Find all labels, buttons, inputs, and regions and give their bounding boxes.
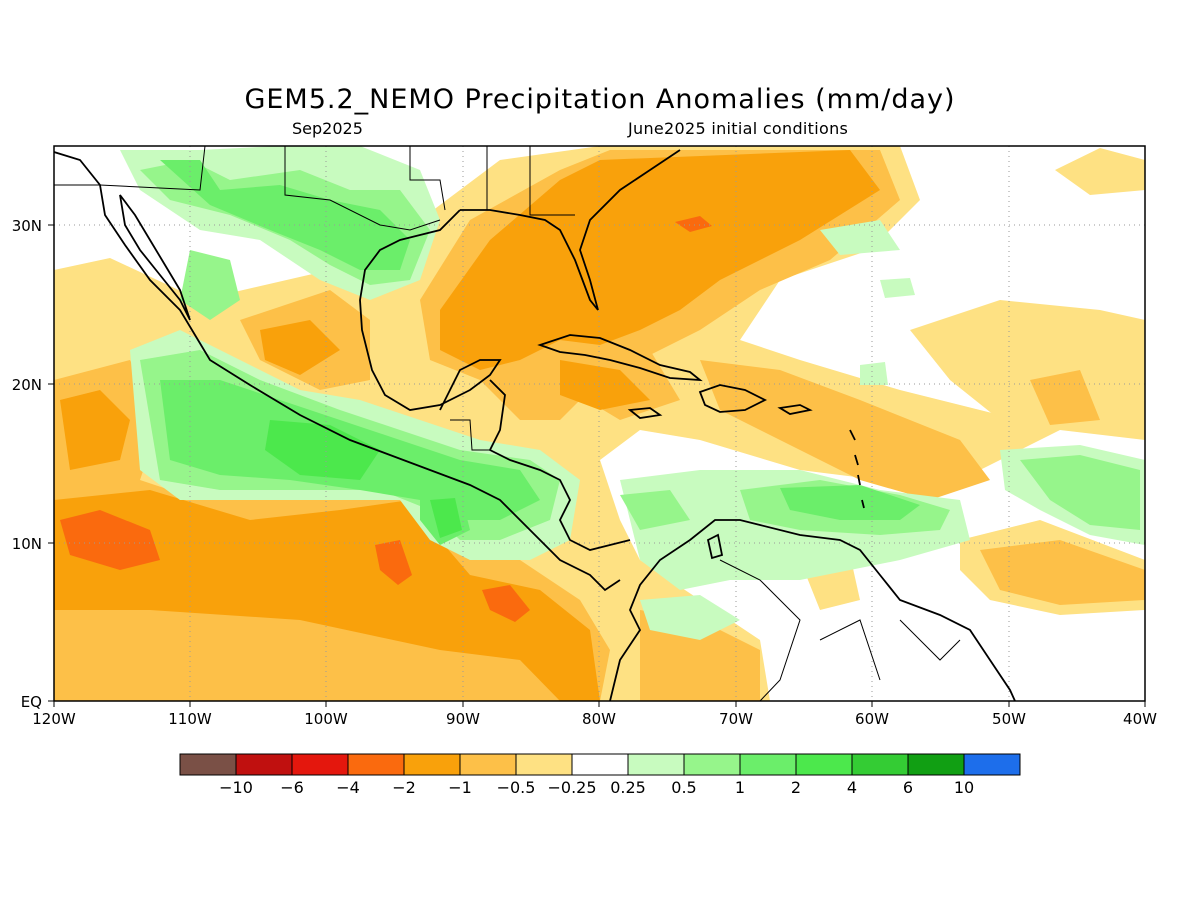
anomaly-region — [880, 278, 915, 298]
grid-lines — [54, 146, 1145, 701]
colorbar-swatch — [179, 753, 237, 776]
y-tick-label: 30N — [12, 217, 42, 235]
anomaly-region — [860, 362, 888, 385]
colorbar-swatch — [795, 753, 853, 776]
colorbar-swatch — [739, 753, 797, 776]
anomaly-region — [482, 585, 530, 622]
tick-marks — [48, 224, 1146, 707]
colorbar-label: −0.25 — [547, 778, 596, 797]
colorbar-label: −1 — [448, 778, 472, 797]
anomaly-field — [54, 146, 1145, 701]
anomaly-region — [265, 420, 380, 480]
colorbar-label: 10 — [954, 778, 974, 797]
map-title: GEM5.2_NEMO Precipitation Anomalies (mm/… — [244, 84, 956, 115]
x-tick-label: 70W — [719, 710, 753, 728]
x-tick-label: 40W — [1123, 710, 1157, 728]
x-tick-label: 120W — [32, 710, 76, 728]
anomaly-region — [980, 540, 1145, 605]
anomaly-region — [700, 360, 990, 500]
x-tick-label: 110W — [168, 710, 212, 728]
x-tick-label: 50W — [992, 710, 1026, 728]
anomaly-region — [1030, 370, 1100, 425]
colorbar-label: 0.25 — [610, 778, 646, 797]
anomaly-region — [260, 320, 340, 375]
anomaly-region — [675, 216, 712, 232]
colorbar — [179, 753, 1021, 776]
y-tick-label: 20N — [12, 376, 42, 394]
anomaly-region — [160, 160, 410, 270]
anomaly-region — [780, 485, 920, 520]
anomaly-region — [620, 490, 690, 530]
anomaly-region — [1055, 148, 1145, 195]
anomaly-region — [560, 360, 650, 410]
x-tick-label: 90W — [446, 710, 480, 728]
colorbar-swatch — [235, 753, 293, 776]
anomaly-region — [180, 250, 240, 320]
anomaly-region — [60, 390, 130, 470]
initial-conditions-label: June2025 initial conditions — [628, 119, 849, 138]
anomaly-region — [375, 540, 412, 585]
anomaly-region — [430, 498, 462, 538]
colorbar-label: 1 — [735, 778, 745, 797]
borders — [54, 146, 961, 701]
anomaly-region — [640, 595, 740, 640]
colorbar-label: −10 — [219, 778, 253, 797]
colorbar-swatch — [515, 753, 573, 776]
anomaly-region — [60, 510, 160, 570]
colorbar-label: −2 — [392, 778, 416, 797]
colorbar-label: 0.5 — [671, 778, 696, 797]
colorbar-swatch — [347, 753, 405, 776]
anomaly-region — [440, 150, 880, 370]
colorbar-label: 2 — [791, 778, 801, 797]
colorbar-swatch — [403, 753, 461, 776]
colorbar-swatch — [571, 753, 629, 776]
x-tick-label: 80W — [582, 710, 616, 728]
colorbar-swatch — [907, 753, 965, 776]
colorbar-swatch — [683, 753, 741, 776]
anomaly-region — [54, 490, 600, 701]
anomaly-region — [820, 220, 900, 255]
y-tick-label: 10N — [12, 535, 42, 553]
colorbar-label: −0.5 — [497, 778, 536, 797]
x-tick-label: 100W — [304, 710, 348, 728]
y-tick-label: EQ — [21, 693, 42, 711]
forecast-month: Sep2025 — [292, 119, 363, 138]
colorbar-label: 6 — [903, 778, 913, 797]
anomaly-region — [1020, 455, 1140, 530]
colorbar-swatch — [963, 753, 1021, 776]
colorbar-swatch — [627, 753, 685, 776]
colorbar-label: 4 — [847, 778, 857, 797]
colorbar-label: −6 — [280, 778, 304, 797]
x-tick-label: 60W — [855, 710, 889, 728]
colorbar-swatch — [851, 753, 909, 776]
colorbar-labels: −10 −6 −4 −2 −1 −0.5 −0.25 0.25 0.5 1 2 4 6 10 — [219, 778, 974, 797]
colorbar-swatch — [291, 753, 349, 776]
colorbar-label: −4 — [336, 778, 360, 797]
coastlines — [54, 149, 1016, 701]
colorbar-swatch — [459, 753, 517, 776]
